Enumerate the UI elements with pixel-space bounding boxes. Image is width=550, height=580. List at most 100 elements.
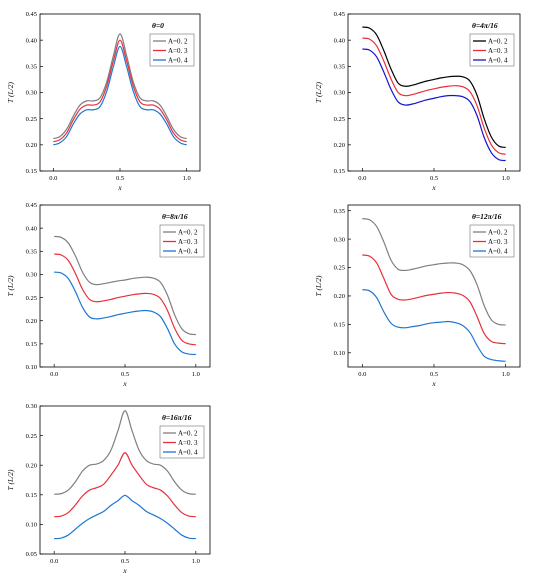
x-axis-title: x	[117, 183, 122, 192]
series-line-1	[54, 235, 196, 336]
y-tick-label: 0.45	[334, 11, 345, 18]
y-tick-label: 0.35	[334, 208, 345, 215]
x-axis-title: x	[431, 379, 436, 388]
series-line-2	[54, 452, 196, 518]
series-line-3	[54, 494, 196, 540]
panel-title: θ=4π/16	[472, 21, 498, 30]
series-line-2	[54, 253, 196, 346]
y-axis-title: T (L/2)	[314, 275, 323, 296]
series-line-1	[53, 33, 187, 140]
x-tick-label: 1.0	[192, 558, 200, 565]
x-tick-label: 0.5	[121, 558, 129, 565]
y-axis-title: T (L/2)	[6, 275, 15, 296]
y-tick-label: 0.30	[334, 90, 345, 97]
y-tick-label: 0.25	[26, 116, 37, 123]
y-tick-label: 0.10	[334, 350, 345, 357]
y-tick-label: 0.15	[334, 322, 345, 329]
x-tick-label: 0.5	[116, 175, 124, 182]
series-line-1	[362, 26, 506, 149]
series-line-1	[362, 218, 506, 326]
x-tick-label: 0.0	[50, 558, 58, 565]
y-tick-label: 0.40	[26, 37, 37, 44]
y-tick-label: 0.20	[26, 318, 37, 325]
chart-panel-2: 0.15 0.20 0.25 0.30 0.35 0.40 0.45 0.0 0.5 1.0 x T …	[314, 11, 521, 192]
x-tick-label: 1.0	[192, 371, 200, 378]
y-tick-label: 0.35	[26, 248, 37, 255]
chart-panel-1: 0.15 0.20 0.25 0.30 0.35 0.40 0.45 0.0 0.5 1.0 x T …	[6, 11, 201, 192]
x-axis-title: x	[122, 566, 127, 575]
panel-title: θ=16π/16	[162, 413, 192, 422]
legend-label: A=0. 3	[488, 47, 508, 55]
y-tick-label: 0.45	[26, 11, 37, 18]
y-tick-label: 0.35	[334, 64, 345, 71]
series-line-3	[362, 48, 506, 162]
legend-label: A=0. 2	[488, 228, 508, 236]
y-tick-label: 0.35	[26, 64, 37, 71]
y-tick-label: 0.25	[26, 295, 37, 302]
legend-label: A=0. 2	[168, 37, 188, 45]
x-tick-label: 0.0	[50, 371, 58, 378]
x-tick-label: 0.0	[49, 175, 57, 182]
y-tick-label: 0.45	[26, 202, 37, 209]
legend-label: A=0. 3	[178, 439, 198, 447]
x-tick-label: 0.5	[121, 371, 129, 378]
panel-title: θ=0	[152, 21, 164, 30]
y-tick-label: 0.15	[26, 341, 37, 348]
chart-panel-5: 0.05 0.10 0.15 0.20 0.25 0.30 0.0 0.5 1.0 x T (L/2…	[6, 403, 211, 575]
legend-label: A=0. 4	[488, 56, 508, 64]
y-tick-label: 0.20	[334, 293, 345, 300]
y-tick-label: 0.10	[26, 364, 37, 371]
y-tick-label: 0.30	[334, 236, 345, 243]
x-tick-label: 0.0	[358, 371, 366, 378]
legend-label: A=0. 4	[178, 247, 198, 255]
y-tick-label: 0.30	[26, 90, 37, 97]
x-tick-label: 1.0	[183, 175, 191, 182]
y-tick-label: 0.15	[334, 168, 345, 175]
y-tick-label: 0.20	[334, 142, 345, 149]
legend-label: A=0. 4	[168, 56, 188, 64]
y-tick-label: 0.30	[26, 403, 37, 410]
x-axis-title: x	[431, 183, 436, 192]
legend-label: A=0. 3	[178, 238, 198, 246]
y-axis-title: T (L/2)	[314, 82, 323, 103]
y-tick-label: 0.15	[26, 492, 37, 499]
chart-panel-4: 0.10 0.15 0.20 0.25 0.30 0.35 0.0 0.5 1.0 x T (L/2…	[314, 204, 521, 388]
x-tick-label: 0.5	[430, 175, 438, 182]
legend-label: A=0. 3	[488, 238, 508, 246]
series-line-3	[53, 45, 187, 146]
y-tick-label: 0.10	[26, 522, 37, 529]
y-tick-label: 0.20	[26, 462, 37, 469]
y-tick-label: 0.25	[26, 433, 37, 440]
legend-label: A=0. 2	[488, 37, 508, 45]
y-axis-title: T (L/2)	[6, 469, 15, 490]
series-line-2	[362, 254, 506, 345]
series-line-3	[54, 271, 196, 356]
panel-title: θ=12π/16	[472, 212, 502, 221]
y-axis-title: T (L/2)	[6, 82, 15, 103]
y-tick-label: 0.25	[334, 265, 345, 272]
y-tick-label: 0.30	[26, 272, 37, 279]
y-tick-label: 0.05	[26, 551, 37, 558]
x-tick-label: 1.0	[502, 175, 510, 182]
legend-label: A=0. 2	[178, 228, 198, 236]
legend-label: A=0. 4	[488, 247, 508, 255]
legend-label: A=0. 2	[178, 429, 198, 437]
panel-title: θ=8π/16	[162, 212, 188, 221]
series-line-2	[53, 39, 187, 143]
series-line-3	[362, 289, 506, 362]
y-tick-label: 0.40	[334, 37, 345, 44]
x-tick-label: 0.5	[430, 371, 438, 378]
x-tick-label: 0.0	[358, 175, 366, 182]
y-tick-label: 0.15	[26, 168, 37, 175]
y-tick-label: 0.25	[334, 116, 345, 123]
legend-label: A=0. 4	[178, 448, 198, 456]
chart-panel-3: 0.10 0.15 0.20 0.25 0.30 0.35 0.40 0.45 0.0 0.5 1.…	[6, 202, 211, 388]
y-tick-label: 0.20	[26, 142, 37, 149]
legend-label: A=0. 3	[168, 47, 188, 55]
x-tick-label: 1.0	[502, 371, 510, 378]
series-line-2	[362, 37, 506, 155]
y-tick-label: 0.40	[26, 225, 37, 232]
series-line-1	[54, 410, 196, 495]
x-axis-title: x	[122, 379, 127, 388]
